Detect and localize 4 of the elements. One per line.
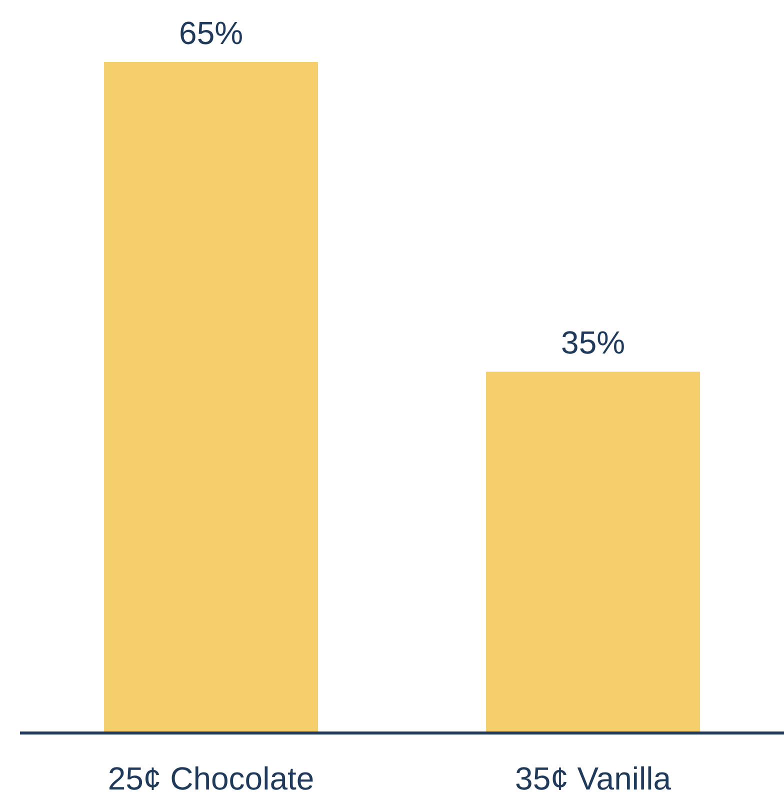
- x-tick-label: 25¢ Chocolate: [108, 760, 314, 797]
- data-label: 65%: [179, 15, 244, 51]
- x-tick-label: 35¢ Vanilla: [515, 760, 672, 797]
- data-label: 35%: [561, 324, 626, 361]
